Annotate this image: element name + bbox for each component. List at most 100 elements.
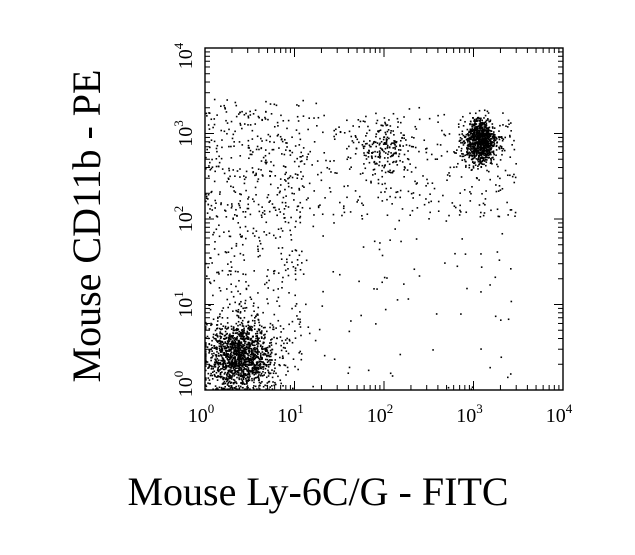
data-point [220, 203, 222, 206]
data-point [214, 240, 216, 243]
data-point [474, 135, 477, 137]
data-point [221, 317, 224, 319]
data-point [234, 360, 237, 363]
data-point [238, 346, 240, 348]
data-point [217, 354, 220, 357]
data-point [283, 217, 285, 219]
data-point [367, 156, 370, 158]
data-point [415, 183, 418, 185]
data-point [490, 133, 493, 135]
data-point [463, 142, 466, 145]
data-point [476, 148, 478, 150]
data-point [252, 336, 254, 338]
data-point [237, 356, 239, 358]
data-point [227, 369, 230, 372]
data-point [297, 318, 299, 320]
data-point [216, 387, 218, 389]
data-point [395, 145, 398, 148]
data-point [265, 376, 268, 379]
data-point [220, 347, 223, 349]
data-point [330, 171, 332, 173]
data-point [279, 211, 282, 213]
data-point [483, 154, 485, 157]
data-point [253, 328, 256, 330]
data-point [294, 278, 297, 281]
data-point [321, 305, 324, 307]
data-point [484, 149, 486, 152]
data-point [255, 370, 257, 372]
data-point [205, 385, 208, 388]
data-point [224, 367, 227, 370]
data-point [373, 240, 376, 243]
data-point [237, 385, 240, 387]
data-point [268, 346, 271, 348]
data-point [214, 361, 216, 364]
data-point [303, 163, 306, 165]
data-point [495, 149, 498, 151]
data-point [241, 383, 244, 385]
data-point [472, 135, 474, 138]
data-point [292, 265, 295, 268]
data-point [371, 143, 374, 146]
data-point [515, 162, 517, 165]
data-point [279, 336, 282, 338]
data-point [484, 142, 486, 145]
data-point [458, 133, 461, 136]
data-point [217, 363, 220, 366]
data-point [244, 342, 246, 345]
data-point [213, 180, 216, 183]
data-point [363, 140, 365, 143]
data-point [263, 213, 266, 215]
data-point [375, 122, 378, 125]
data-point [241, 381, 244, 383]
data-point [478, 134, 481, 137]
data-point [219, 340, 222, 343]
data-point [227, 372, 229, 374]
data-point [308, 332, 311, 335]
data-point [259, 254, 261, 257]
data-point [244, 361, 247, 364]
data-point [443, 133, 445, 136]
data-point [477, 117, 479, 120]
data-point [470, 388, 473, 391]
data-point [230, 270, 232, 272]
data-point [408, 108, 411, 110]
data-point [230, 381, 233, 384]
data-point [247, 207, 250, 210]
data-point [243, 367, 245, 369]
data-point [286, 142, 288, 144]
data-point [228, 350, 230, 352]
data-point [477, 158, 480, 161]
data-point [221, 348, 223, 350]
data-point [249, 364, 252, 366]
data-point [209, 374, 212, 377]
data-point [213, 370, 216, 372]
data-point [475, 152, 478, 155]
data-point [204, 168, 207, 170]
data-point [208, 128, 211, 130]
data-point [235, 329, 238, 332]
data-point [300, 334, 302, 337]
data-point [404, 167, 406, 169]
data-point [223, 172, 226, 175]
data-point [418, 150, 420, 153]
data-point [249, 149, 252, 152]
data-point [489, 133, 492, 136]
data-point [401, 137, 403, 139]
data-point [247, 284, 250, 287]
data-point [204, 336, 207, 339]
data-point [212, 371, 214, 374]
data-point [216, 360, 218, 363]
data-point [272, 164, 275, 167]
data-point [455, 166, 458, 168]
data-point [506, 174, 509, 177]
data-point [268, 354, 270, 357]
data-point [299, 160, 302, 163]
data-point [221, 360, 224, 362]
data-point [245, 374, 248, 377]
data-point [205, 275, 208, 277]
data-point [495, 154, 497, 157]
data-point [286, 146, 288, 148]
data-point [217, 352, 220, 355]
data-point [204, 326, 207, 328]
